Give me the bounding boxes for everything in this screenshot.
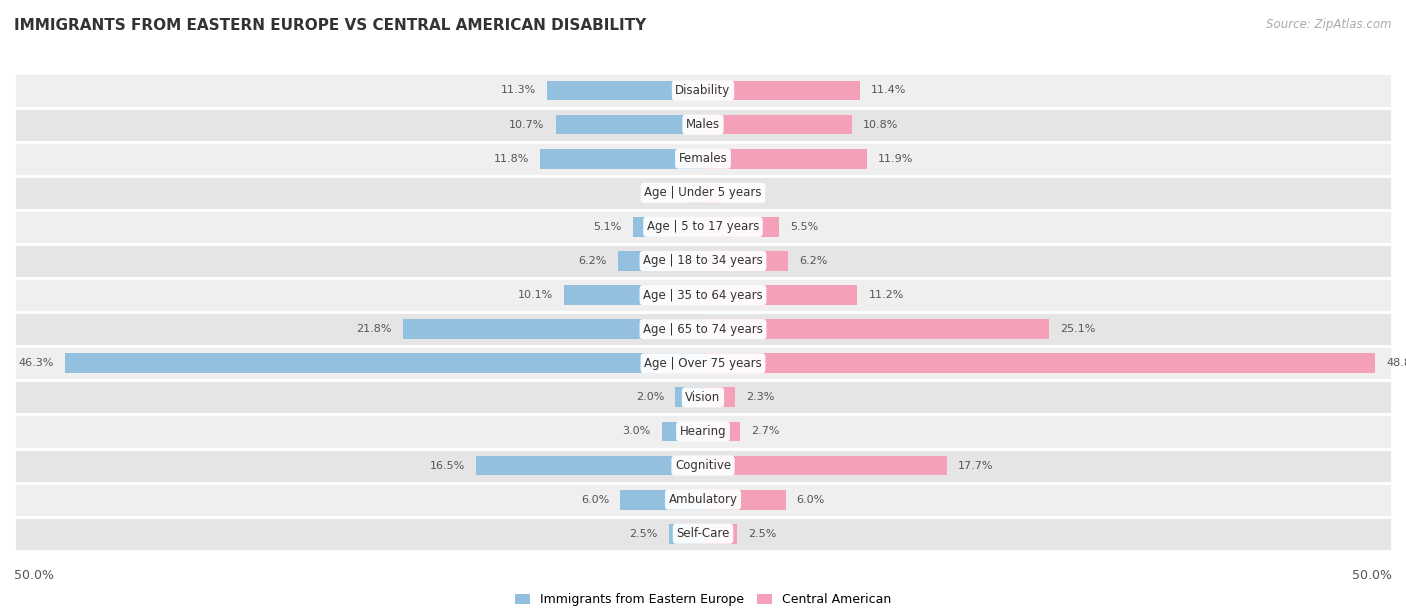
Text: 11.4%: 11.4%	[872, 86, 907, 95]
Bar	[703, 149, 868, 168]
Text: 25.1%: 25.1%	[1060, 324, 1095, 334]
Text: Age | Over 75 years: Age | Over 75 years	[644, 357, 762, 370]
Text: 50.0%: 50.0%	[1353, 569, 1392, 582]
Text: 10.8%: 10.8%	[863, 119, 898, 130]
Text: Age | 35 to 64 years: Age | 35 to 64 years	[643, 289, 763, 302]
Bar	[14, 73, 1392, 108]
Bar	[620, 490, 703, 510]
Bar	[703, 217, 779, 237]
Text: 17.7%: 17.7%	[957, 461, 994, 471]
Bar	[65, 353, 703, 373]
Bar	[686, 183, 703, 203]
Text: 1.2%: 1.2%	[647, 188, 675, 198]
Bar	[669, 524, 703, 543]
Text: 6.0%: 6.0%	[581, 494, 609, 505]
Text: 6.2%: 6.2%	[578, 256, 606, 266]
Text: Self-Care: Self-Care	[676, 528, 730, 540]
Text: 11.3%: 11.3%	[501, 86, 536, 95]
Bar	[547, 81, 703, 100]
Text: Disability: Disability	[675, 84, 731, 97]
Text: 6.2%: 6.2%	[800, 256, 828, 266]
Text: 5.1%: 5.1%	[593, 222, 621, 232]
Legend: Immigrants from Eastern Europe, Central American: Immigrants from Eastern Europe, Central …	[510, 588, 896, 611]
Text: 16.5%: 16.5%	[429, 461, 464, 471]
Bar	[703, 114, 852, 135]
Text: IMMIGRANTS FROM EASTERN EUROPE VS CENTRAL AMERICAN DISABILITY: IMMIGRANTS FROM EASTERN EUROPE VS CENTRA…	[14, 18, 647, 34]
Bar	[14, 517, 1392, 551]
Bar	[703, 387, 735, 407]
Text: 11.9%: 11.9%	[877, 154, 914, 163]
Text: Cognitive: Cognitive	[675, 459, 731, 472]
Bar	[564, 285, 703, 305]
Text: Age | 18 to 34 years: Age | 18 to 34 years	[643, 255, 763, 267]
Bar	[14, 346, 1392, 380]
Text: 6.0%: 6.0%	[797, 494, 825, 505]
Text: Ambulatory: Ambulatory	[668, 493, 738, 506]
Bar	[703, 285, 858, 305]
Bar	[703, 183, 720, 203]
Bar	[402, 319, 703, 339]
Bar	[633, 217, 703, 237]
Text: Females: Females	[679, 152, 727, 165]
Text: 46.3%: 46.3%	[18, 358, 53, 368]
Text: Age | Under 5 years: Age | Under 5 years	[644, 186, 762, 200]
Text: Vision: Vision	[685, 391, 721, 404]
Text: 10.1%: 10.1%	[517, 290, 553, 300]
Text: 50.0%: 50.0%	[14, 569, 53, 582]
Bar	[703, 422, 740, 441]
Bar	[14, 108, 1392, 141]
Text: 2.5%: 2.5%	[628, 529, 658, 539]
Bar	[555, 114, 703, 135]
Bar	[703, 456, 946, 476]
Bar	[662, 422, 703, 441]
Bar	[703, 490, 786, 510]
Bar	[14, 210, 1392, 244]
Text: Age | 65 to 74 years: Age | 65 to 74 years	[643, 323, 763, 335]
Text: 48.8%: 48.8%	[1386, 358, 1406, 368]
Text: 10.7%: 10.7%	[509, 119, 544, 130]
Text: 21.8%: 21.8%	[356, 324, 392, 334]
Text: Males: Males	[686, 118, 720, 131]
Bar	[14, 278, 1392, 312]
Text: 5.5%: 5.5%	[790, 222, 818, 232]
Text: Age | 5 to 17 years: Age | 5 to 17 years	[647, 220, 759, 233]
Text: Source: ZipAtlas.com: Source: ZipAtlas.com	[1267, 18, 1392, 31]
Text: 2.7%: 2.7%	[751, 427, 780, 436]
Text: 3.0%: 3.0%	[623, 427, 651, 436]
Text: 11.8%: 11.8%	[494, 154, 530, 163]
Bar	[14, 414, 1392, 449]
Bar	[703, 353, 1375, 373]
Text: 2.0%: 2.0%	[636, 392, 665, 402]
Bar	[703, 251, 789, 271]
Bar	[475, 456, 703, 476]
Bar	[617, 251, 703, 271]
Bar	[14, 483, 1392, 517]
Bar	[703, 319, 1049, 339]
Text: 11.2%: 11.2%	[869, 290, 904, 300]
Text: 2.3%: 2.3%	[745, 392, 775, 402]
Bar	[14, 380, 1392, 414]
Bar	[14, 244, 1392, 278]
Bar	[540, 149, 703, 168]
Text: 2.5%: 2.5%	[748, 529, 778, 539]
Bar	[703, 81, 860, 100]
Bar	[14, 312, 1392, 346]
Bar	[14, 449, 1392, 483]
Bar	[14, 141, 1392, 176]
Bar	[703, 524, 738, 543]
Bar	[675, 387, 703, 407]
Text: 1.2%: 1.2%	[731, 188, 759, 198]
Bar	[14, 176, 1392, 210]
Text: Hearing: Hearing	[679, 425, 727, 438]
